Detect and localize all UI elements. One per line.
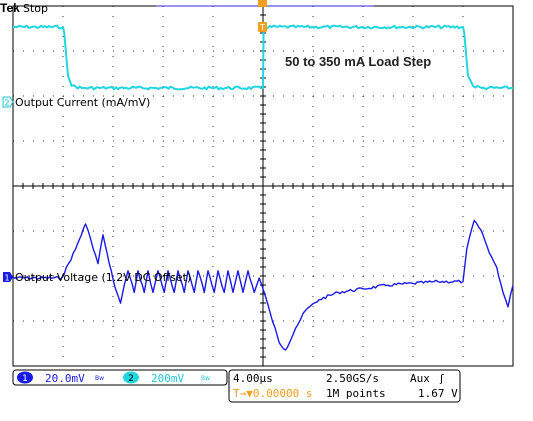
load-step-annotation: 50 to 350 mA Load Step	[285, 54, 431, 69]
timebase-readout: 4.00µs	[233, 372, 273, 385]
ch1-scale-readout[interactable]: 1 20.0mV Bw	[17, 371, 104, 386]
ch2-trace-label: Output Current (mA/mV)	[15, 96, 150, 109]
svg-text:T: T	[259, 23, 265, 32]
svg-text:20.0mV: 20.0mV	[45, 372, 85, 385]
ch1-ground-marker[interactable]: 1	[3, 272, 13, 283]
waveform-traces	[12, 24, 514, 351]
ch1-bandwidth-icon: Bw	[95, 375, 104, 382]
channel-readout-box: 1 20.0mV Bw 2 200mV Bw	[12, 369, 228, 386]
ch2-scale-readout[interactable]: 2 200mV Bw	[123, 371, 210, 386]
svg-text:2: 2	[4, 99, 9, 108]
trigger-source-readout: Aux	[410, 372, 430, 385]
acquisition-status: Stop	[23, 2, 48, 15]
svg-text:200mV: 200mV	[151, 372, 184, 385]
trigger-level-readout: 1.67 V	[418, 387, 458, 400]
svg-text:1: 1	[4, 274, 9, 283]
svg-text:2: 2	[128, 374, 134, 384]
horizontal-readout-box[interactable]: 4.00µs 2.50GS/s Aux ʃ T→▼0.00000 s 1M po…	[228, 369, 461, 403]
ch2-current-trace	[12, 24, 514, 91]
brand-logo: Tek	[0, 1, 20, 15]
ch2-ground-marker[interactable]: 2	[2, 96, 14, 108]
sample-rate-readout: 2.50GS/s	[326, 372, 379, 385]
record-length-readout: 1M points	[326, 387, 386, 400]
trigger-slope-icon: ʃ	[439, 372, 444, 385]
ch1-trace-label: Output Voltage (1.2V DC Offset)	[15, 271, 191, 284]
trigger-position-readout: T→▼0.00000 s	[233, 387, 312, 400]
trigger-position-marker: T	[258, 0, 267, 32]
ch1-voltage-trace	[12, 219, 514, 351]
svg-text:1: 1	[22, 374, 28, 384]
ch2-bandwidth-icon: Bw	[201, 375, 210, 382]
